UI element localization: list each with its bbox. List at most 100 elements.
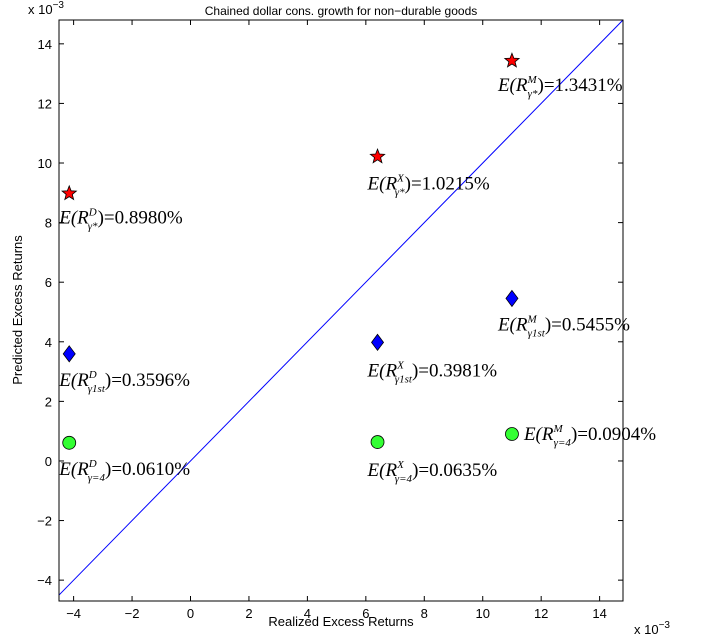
- annotation-sub: γ*: [528, 88, 538, 100]
- x-tick-label: 14: [592, 606, 606, 621]
- star-marker: [61, 184, 78, 201]
- point-annotation: E(RD γ=4)=0.0610%: [58, 458, 190, 484]
- y-multiplier: x 10−3: [28, 0, 64, 17]
- point-annotation: E(RM γ1st)=0.5455%: [497, 313, 630, 339]
- annotation-sub: γ=4: [554, 437, 572, 449]
- x-multiplier-base: x 10: [634, 622, 659, 637]
- y-multiplier-exp: −3: [53, 0, 65, 11]
- annotation-base: E(R: [497, 75, 528, 96]
- annotation-paren: ): [545, 314, 551, 335]
- x-tick-label: 8: [421, 606, 428, 621]
- annotation-sub: γ1st: [88, 383, 106, 395]
- annotation-value: =0.8980%: [104, 207, 183, 228]
- point-annotation: E(RD γ*)=0.8980%: [58, 206, 183, 232]
- annotation-paren: ): [538, 75, 544, 96]
- annotation-sup: X: [396, 173, 405, 185]
- annotation-paren: ): [412, 460, 418, 481]
- x-tick-label: 4: [304, 606, 311, 621]
- annotation-value: =0.0635%: [418, 460, 497, 481]
- annotation-sub: γ*: [88, 220, 98, 232]
- annotation-sub: γ*: [395, 187, 405, 199]
- annotation-base: E(R: [58, 370, 89, 391]
- diamond-marker: [62, 345, 76, 363]
- annotation-paren: ): [412, 360, 418, 381]
- annotation-sup: M: [553, 423, 564, 435]
- y-tick-label: 2: [45, 394, 52, 409]
- point-annotation: E(RX γ=4)=0.0635%: [367, 459, 498, 485]
- annotation-base: E(R: [523, 424, 554, 445]
- annotation-sup: D: [88, 206, 97, 218]
- annotation-sup: M: [527, 313, 538, 325]
- point-annotation: E(RM γ=4)=0.0904%: [523, 423, 656, 449]
- y-tick-label: 10: [38, 156, 52, 171]
- annotation-sup: D: [88, 458, 97, 470]
- annotation-base: E(R: [58, 207, 89, 228]
- x-tick-label: 10: [475, 606, 489, 621]
- plot-background: [59, 20, 623, 601]
- annotation-base: E(R: [58, 459, 89, 480]
- annotation-value: =0.3981%: [418, 360, 497, 381]
- annotation-paren: ): [98, 207, 104, 228]
- annotation-base: E(R: [497, 314, 528, 335]
- annotation-paren: ): [571, 424, 577, 445]
- circle-marker: [505, 427, 519, 441]
- annotation-sub: γ1st: [395, 373, 413, 385]
- annotation-sup: D: [88, 369, 97, 381]
- annotation-sup: M: [527, 74, 538, 86]
- y-tick-label: −4: [37, 573, 52, 588]
- annotation-base: E(R: [367, 360, 398, 381]
- annotation-value: =0.0610%: [111, 459, 190, 480]
- annotation-value: =1.3431%: [544, 75, 623, 96]
- annotation-sub: γ=4: [88, 472, 106, 484]
- point-annotation: E(RX γ1st)=0.3981%: [367, 359, 498, 385]
- annotation-sup: X: [396, 459, 405, 471]
- x-multiplier-exp: −3: [659, 620, 671, 631]
- data-markers: [61, 52, 521, 450]
- annotation-paren: ): [405, 174, 411, 195]
- point-annotation: E(RD γ1st)=0.3596%: [58, 369, 190, 395]
- annotation-value: =0.0904%: [577, 424, 656, 445]
- annotation-paren: ): [105, 370, 111, 391]
- axis-ticks: −4 −2 0 2 4 6 8 10 12 14 −4 −2 0 2 4 6 8 10 12 14: [37, 20, 623, 621]
- y-tick-label: 12: [38, 96, 52, 111]
- chart-title: Chained dollar cons. growth for non−dura…: [205, 4, 478, 18]
- annotation-paren: ): [105, 459, 111, 480]
- annotation-sub: γ1st: [528, 327, 546, 339]
- y-tick-label: −2: [37, 514, 52, 529]
- circle-marker: [370, 435, 385, 449]
- y-tick-label: 0: [45, 454, 52, 469]
- x-tick-label: 6: [362, 606, 369, 621]
- x-tick-label: 12: [534, 606, 548, 621]
- y-multiplier-base: x 10: [28, 2, 53, 17]
- circle-marker: [62, 435, 77, 450]
- star-marker: [369, 147, 386, 164]
- y-axis-label: Predicted Excess Returns: [10, 235, 25, 385]
- annotation-sup: X: [396, 359, 405, 371]
- x-tick-label: 2: [245, 606, 252, 621]
- y-tick-label: 4: [45, 335, 52, 350]
- y-tick-label: 8: [45, 216, 52, 231]
- y-tick-label: 6: [45, 275, 52, 290]
- annotation-value: =0.5455%: [551, 314, 630, 335]
- x-multiplier: x 10−3: [634, 620, 670, 637]
- x-tick-label: −4: [66, 606, 81, 621]
- point-annotations: E(RD γ*)=0.8980%E(RX γ*)=1.0215%E(RM γ*)=1.…: [58, 74, 656, 485]
- annotation-value: =1.0215%: [411, 174, 490, 195]
- x-tick-label: 0: [187, 606, 194, 621]
- annotation-base: E(R: [367, 174, 398, 195]
- point-annotation: E(RM γ*)=1.3431%: [497, 74, 623, 100]
- plot-frame: [58, 19, 624, 602]
- star-marker: [503, 52, 521, 68]
- point-annotation: E(RX γ*)=1.0215%: [367, 173, 490, 199]
- annotation-value: =0.3596%: [111, 370, 190, 391]
- y-tick-label: 14: [38, 37, 52, 52]
- diamond-marker: [371, 333, 385, 352]
- annotation-sub: γ=4: [395, 473, 413, 485]
- reference-line: [58, 19, 624, 596]
- x-tick-label: −2: [125, 606, 140, 621]
- reference-line-group: [58, 19, 624, 596]
- diamond-marker: [505, 289, 519, 308]
- x-axis-label: Realized Excess Returns: [268, 614, 414, 629]
- annotation-base: E(R: [367, 460, 398, 481]
